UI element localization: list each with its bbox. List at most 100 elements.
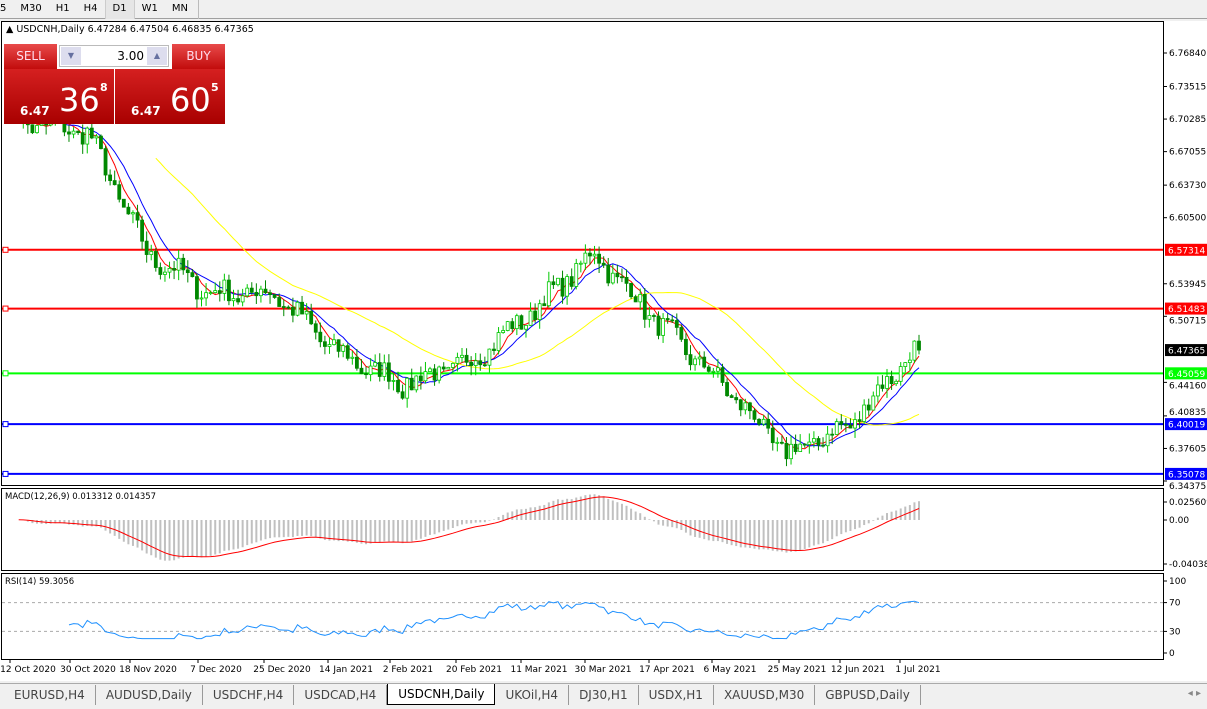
candle-body: [620, 276, 624, 279]
candle-body: [807, 441, 812, 446]
buy-price-prefix: 6.47: [131, 104, 161, 118]
lot-value[interactable]: 3.00: [117, 49, 144, 63]
candle-body: [542, 303, 547, 307]
candle-body: [291, 306, 295, 316]
candle-body: [80, 132, 85, 145]
chart-window[interactable]: 6.76840 6.73515 6.70285 6.67055 6.63730 6.605…: [0, 21, 1207, 681]
decrease-lot-icon[interactable]: ▼: [61, 47, 81, 65]
candle-body: [249, 287, 254, 293]
candle-body: [208, 292, 213, 294]
tab-usdcnh-daily[interactable]: USDCNH,Daily: [387, 684, 496, 705]
tf-w1[interactable]: W1: [141, 3, 158, 14]
candle-body: [629, 282, 633, 298]
increase-lot-icon[interactable]: ▲: [147, 47, 167, 65]
candle-body: [322, 341, 327, 347]
tab-scroll-arrows[interactable]: ◂ ▸: [1187, 688, 1201, 699]
tab-usdcad-h4[interactable]: USDCAD,H4: [294, 685, 388, 705]
candle-body: [263, 288, 268, 294]
candle-body: [688, 354, 693, 366]
level-price-tag: [1165, 418, 1207, 431]
candle-body: [277, 297, 282, 307]
tab-dj30-h1[interactable]: DJ30,H1: [569, 685, 639, 705]
candle-body: [898, 366, 903, 382]
candle-body: [400, 391, 405, 399]
buy-button[interactable]: BUY: [172, 44, 225, 69]
candle-body: [734, 397, 739, 401]
rsi-axis-label: 100: [1169, 577, 1186, 587]
sell-price-prefix: 6.47: [20, 104, 50, 118]
candle-body: [839, 421, 844, 425]
tab-eurusd-h4[interactable]: EURUSD,H4: [4, 685, 96, 705]
rsi-label: RSI(14) 59.3056: [5, 577, 74, 587]
tf-m5[interactable]: 5: [0, 3, 7, 14]
candle-body: [163, 271, 167, 275]
tf-h4[interactable]: H4: [83, 3, 98, 14]
triangle-icon: ▲: [6, 24, 17, 35]
candle-body: [295, 301, 300, 316]
candle-body: [606, 264, 611, 284]
candle-body: [848, 424, 853, 429]
level-anchor-handle: [2, 421, 9, 428]
price-axis-label: 6.76840: [1169, 49, 1206, 59]
candle-body: [176, 257, 181, 271]
candle-body: [144, 240, 149, 255]
tf-h1[interactable]: H1: [55, 3, 70, 14]
buy-price-button[interactable]: 6.47 60 5: [115, 69, 225, 124]
candle-body: [213, 290, 218, 293]
timeframe-toolbar: 5 M30 H1 H4 D1 W1 MN: [0, 0, 1207, 19]
candle-body: [875, 384, 880, 397]
date-axis-label: 30 Oct 2020: [60, 665, 116, 675]
rsi-line: [68, 600, 920, 640]
tab-usdx-h1[interactable]: USDX,H1: [639, 685, 714, 705]
candle-body: [862, 404, 867, 422]
level-anchor-handle: [2, 305, 9, 312]
tab-gbpusd-daily[interactable]: GBPUSD,Daily: [815, 685, 921, 705]
buy-price-pips: 60: [170, 81, 211, 119]
candle-body: [149, 251, 154, 255]
tf-d1[interactable]: D1: [104, 0, 135, 19]
tab-audusd-daily[interactable]: AUDUSD,Daily: [96, 685, 203, 705]
candle-body: [460, 354, 464, 358]
candle-body: [336, 339, 341, 352]
lot-size-stepper[interactable]: ▼ 3.00 ▲: [59, 45, 169, 67]
candle-body: [414, 375, 419, 391]
date-axis-label: 2 Feb 2021: [383, 665, 433, 675]
price-axis-label: 6.63730: [1169, 181, 1206, 191]
date-axis-label: 12 Jun 2021: [831, 665, 885, 675]
candle-body: [825, 433, 830, 447]
rsi-axis-label: 70: [1169, 599, 1181, 609]
candle-body: [377, 362, 382, 377]
sell-button[interactable]: SELL: [4, 44, 57, 69]
tab-usdchf-h4[interactable]: USDCHF,H4: [203, 685, 295, 705]
sell-label: SELL: [16, 49, 45, 63]
level-price-label: 6.45059: [1168, 370, 1205, 380]
chart-canvas[interactable]: 6.76840 6.73515 6.70285 6.67055 6.63730 6.605…: [0, 21, 1207, 681]
sell-price-button[interactable]: 6.47 36 8: [4, 69, 114, 124]
price-axis-label: 6.60500: [1169, 214, 1206, 224]
candle-body: [469, 361, 474, 366]
candle-body: [560, 277, 565, 297]
candle-body: [775, 441, 780, 444]
candle-body: [89, 127, 94, 139]
tab-ukoil-h4[interactable]: UKOil,H4: [495, 685, 570, 705]
level-anchor-handle: [2, 470, 9, 477]
price-axis-label: 6.44160: [1169, 381, 1206, 391]
candle-body: [478, 360, 483, 366]
tf-mn[interactable]: MN: [171, 3, 188, 14]
candle-body: [729, 395, 734, 398]
tab-xauusd-m30[interactable]: XAUUSD,M30: [714, 685, 816, 705]
candle-body: [894, 380, 899, 385]
candle-body: [135, 212, 140, 221]
date-axis-label: 18 Nov 2020: [119, 665, 177, 675]
candle-body: [624, 276, 629, 284]
candle-body: [519, 315, 524, 330]
candle-body: [766, 418, 771, 429]
current-price-tag: [1165, 344, 1207, 357]
candle-body: [569, 276, 574, 287]
tf-m30[interactable]: M30: [20, 3, 42, 14]
date-axis-label: 25 May 2021: [768, 665, 827, 675]
candle-body: [313, 323, 318, 333]
candle-body: [300, 301, 304, 315]
candle-body: [853, 419, 857, 429]
candle-body: [172, 267, 176, 271]
